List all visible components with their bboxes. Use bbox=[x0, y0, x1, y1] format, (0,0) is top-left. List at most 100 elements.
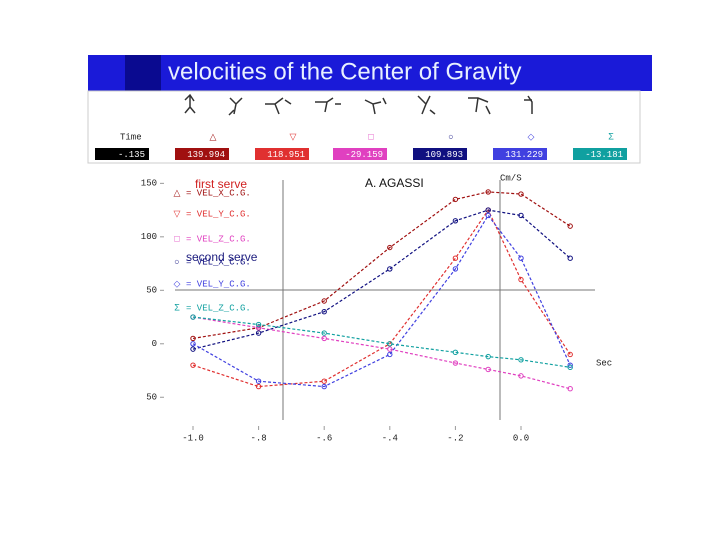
data-point bbox=[518, 212, 524, 219]
data-point bbox=[255, 378, 262, 384]
data-point bbox=[321, 335, 327, 342]
x-unit: Sec bbox=[596, 358, 612, 368]
data-point bbox=[321, 298, 327, 304]
data-point bbox=[567, 223, 573, 229]
header-label: Time bbox=[120, 132, 142, 142]
series-line bbox=[192, 316, 571, 368]
data-point bbox=[567, 364, 573, 371]
data-point bbox=[452, 360, 459, 366]
stick-figures bbox=[184, 93, 533, 116]
legend-marker: □ bbox=[174, 233, 180, 243]
y-tick-label: 0 bbox=[152, 339, 157, 349]
value-box bbox=[95, 148, 149, 160]
x-tick-label: -.4 bbox=[382, 433, 398, 443]
data-point bbox=[255, 330, 262, 336]
value-box bbox=[255, 148, 309, 160]
data-point bbox=[190, 362, 196, 368]
x-tick-label: 0.0 bbox=[513, 433, 529, 443]
value-box bbox=[573, 148, 627, 160]
data-point bbox=[387, 351, 393, 358]
data-point bbox=[190, 335, 196, 342]
header-symbol: □ bbox=[368, 131, 374, 141]
y-tick-label: 100 bbox=[141, 232, 157, 242]
legend-label: = VEL_Y_C.G. bbox=[186, 279, 251, 289]
title-bar bbox=[88, 55, 652, 91]
legend-marker: Σ bbox=[174, 302, 180, 312]
data-point bbox=[518, 357, 524, 363]
legend-marker: ○ bbox=[174, 256, 179, 266]
y-tick-label: 50 bbox=[146, 393, 157, 403]
series-line bbox=[192, 214, 571, 388]
legend-label: = VEL_X_C.G. bbox=[186, 257, 251, 267]
header-value: -.135 bbox=[118, 150, 145, 160]
y-tick-label: 50 bbox=[146, 286, 157, 296]
data-point bbox=[452, 255, 459, 261]
data-point bbox=[321, 308, 327, 315]
series-line bbox=[192, 208, 571, 388]
data-point bbox=[518, 255, 524, 261]
data-point bbox=[452, 349, 459, 356]
data-point bbox=[190, 314, 196, 320]
chart-subtitle: A. AGASSI bbox=[365, 176, 424, 190]
header-symbol: △ bbox=[210, 131, 217, 141]
data-point bbox=[321, 383, 327, 390]
data-point bbox=[518, 191, 524, 197]
legend-marker: ▽ bbox=[174, 208, 181, 218]
data-point bbox=[321, 378, 327, 384]
header-symbol: Σ bbox=[608, 131, 614, 141]
x-tick-label: -.6 bbox=[316, 433, 332, 443]
legend-label: = VEL_X_C.G. bbox=[186, 188, 251, 198]
x-tick-label: -.8 bbox=[250, 433, 266, 443]
x-tick-label: -.2 bbox=[447, 433, 463, 443]
data-point bbox=[485, 353, 491, 360]
data-point bbox=[567, 255, 573, 261]
header-value: 139.994 bbox=[187, 150, 225, 160]
data-point bbox=[518, 276, 524, 283]
value-box bbox=[333, 148, 387, 160]
y-tick-label: 150 bbox=[141, 179, 157, 189]
data-point bbox=[567, 351, 573, 358]
x-tick-label: -1.0 bbox=[182, 433, 204, 443]
series-line bbox=[192, 209, 571, 350]
y-unit: Cm/S bbox=[500, 173, 522, 183]
plot-frame bbox=[175, 180, 595, 420]
series-line bbox=[192, 316, 571, 390]
header-value: 131.229 bbox=[505, 150, 543, 160]
data-point bbox=[452, 266, 459, 272]
legend-label: = VEL_Z_C.G. bbox=[186, 303, 251, 313]
legend-marker: △ bbox=[174, 187, 181, 197]
legend-marker: ◇ bbox=[174, 278, 181, 288]
data-point bbox=[518, 373, 524, 379]
data-point bbox=[255, 321, 262, 328]
header-value: -29.159 bbox=[345, 150, 383, 160]
data-point bbox=[190, 346, 196, 352]
title-square bbox=[125, 55, 161, 91]
header-frame bbox=[87, 90, 641, 164]
data-point bbox=[190, 341, 196, 347]
data-point bbox=[485, 189, 491, 195]
value-box bbox=[413, 148, 467, 160]
data-point bbox=[485, 212, 491, 219]
data-point bbox=[255, 383, 262, 390]
header-symbol: ◇ bbox=[528, 131, 535, 141]
header-value: 109.893 bbox=[425, 150, 463, 160]
data-point bbox=[387, 266, 393, 272]
value-box bbox=[493, 148, 547, 160]
legend-label: = VEL_Y_C.G. bbox=[186, 209, 251, 219]
value-box bbox=[175, 148, 229, 160]
slide-title: velocities of the Center of Gravity bbox=[168, 58, 521, 85]
data-point bbox=[321, 330, 327, 336]
data-point bbox=[567, 386, 573, 392]
data-point bbox=[387, 346, 393, 352]
data-point bbox=[452, 196, 459, 203]
header-symbol: ○ bbox=[448, 131, 453, 141]
data-point bbox=[255, 325, 262, 331]
header-value: -13.181 bbox=[585, 150, 623, 160]
header-value: 118.951 bbox=[267, 150, 305, 160]
data-point bbox=[387, 341, 393, 347]
data-point bbox=[485, 207, 491, 213]
data-point bbox=[452, 218, 459, 224]
annotation: first serve bbox=[195, 177, 247, 191]
legend-label: = VEL_Z_C.G. bbox=[186, 234, 251, 244]
